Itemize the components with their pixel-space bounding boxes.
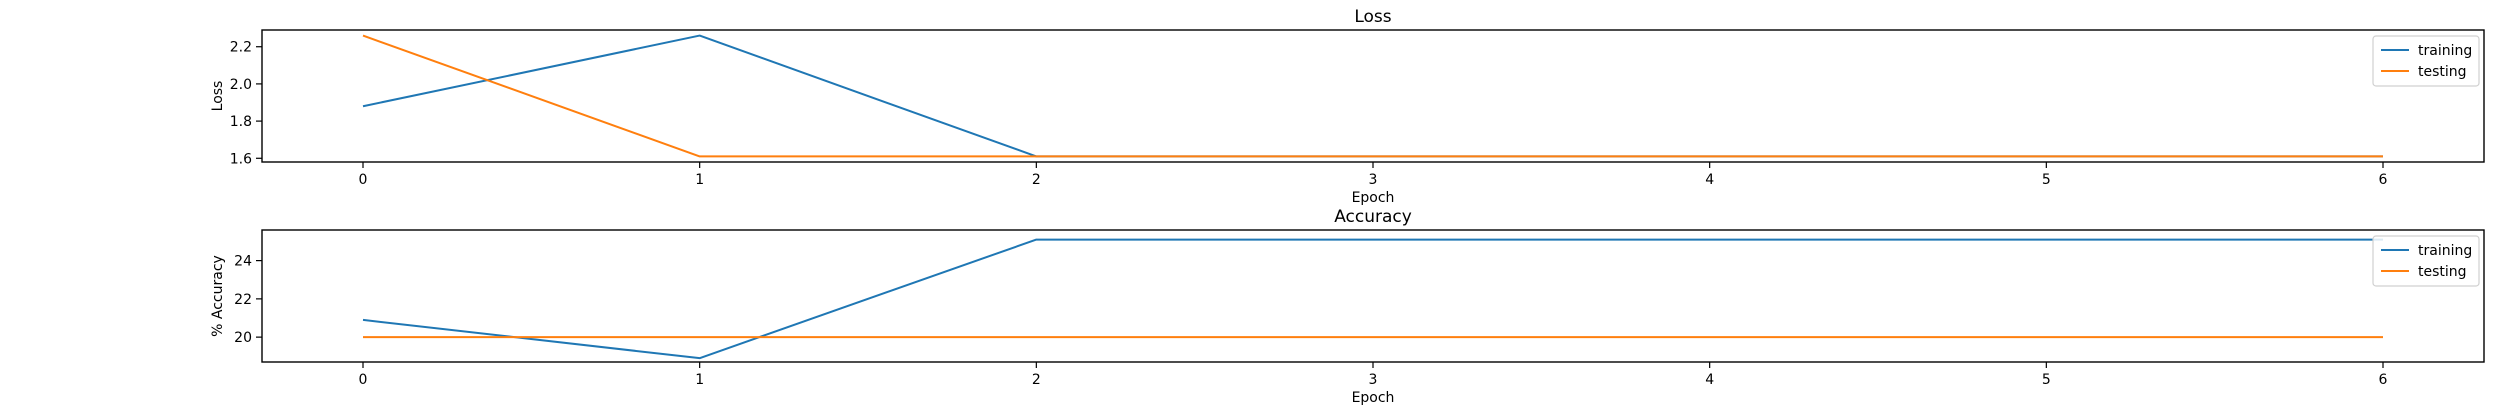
loss-legend-label-training: training [2418, 43, 2472, 59]
loss-x-axis-label: Epoch [1352, 190, 1395, 206]
loss-legend: training testing [2372, 35, 2480, 87]
accuracy-chart-title: Accuracy [1334, 207, 1412, 227]
loss-x-tick-label: 2 [1032, 172, 1041, 188]
loss-chart: 0 1 2 3 4 5 6 1.6 1.8 2.0 2.2 Loss Epoch Loss training… [210, 7, 2485, 206]
accuracy-x-tick-label: 2 [1032, 372, 1041, 388]
loss-axes-frame [261, 29, 2485, 163]
loss-x-tick-label: 4 [1705, 172, 1714, 188]
accuracy-x-tick-label: 0 [359, 372, 368, 388]
loss-legend-label-testing: testing [2418, 64, 2467, 80]
accuracy-chart: 0 1 2 3 4 5 6 20 22 24 Accuracy Epoch % Accuracy trai… [210, 207, 2485, 406]
loss-x-tick-label: 5 [2042, 172, 2051, 188]
accuracy-y-tick-label: 22 [234, 292, 252, 308]
accuracy-y-tick-label: 24 [234, 254, 252, 270]
accuracy-x-tick-label: 1 [695, 372, 704, 388]
loss-series-testing-line [362, 34, 2383, 158]
loss-y-tick-label: 1.8 [230, 114, 252, 130]
accuracy-legend: training testing [2372, 235, 2480, 287]
accuracy-legend-label-testing: testing [2418, 264, 2467, 280]
loss-y-tick-label: 2.2 [230, 40, 252, 56]
accuracy-y-tick-label: 20 [234, 330, 252, 346]
accuracy-x-tick-label: 6 [2379, 372, 2388, 388]
accuracy-x-tick-label: 5 [2042, 372, 2051, 388]
accuracy-series-training-line [362, 238, 2383, 360]
accuracy-axes-frame [261, 229, 2485, 363]
accuracy-legend-box [2372, 235, 2480, 287]
loss-y-tick-label: 2.0 [230, 77, 252, 93]
loss-x-tick-label: 6 [2379, 172, 2388, 188]
loss-x-tick-label: 3 [1369, 172, 1378, 188]
loss-x-tick-label: 0 [359, 172, 368, 188]
accuracy-x-tick-label: 4 [1705, 372, 1714, 388]
accuracy-y-axis-label: % Accuracy [210, 255, 226, 337]
accuracy-x-axis-label: Epoch [1352, 390, 1395, 406]
loss-legend-box [2372, 35, 2480, 87]
accuracy-x-tick-label: 3 [1369, 372, 1378, 388]
loss-chart-title: Loss [1354, 7, 1391, 27]
loss-series-training-line [362, 34, 2383, 158]
loss-y-tick-label: 1.6 [230, 151, 252, 167]
loss-y-axis-label: Loss [210, 81, 226, 112]
accuracy-legend-label-training: training [2418, 243, 2472, 259]
loss-x-tick-label: 1 [695, 172, 704, 188]
